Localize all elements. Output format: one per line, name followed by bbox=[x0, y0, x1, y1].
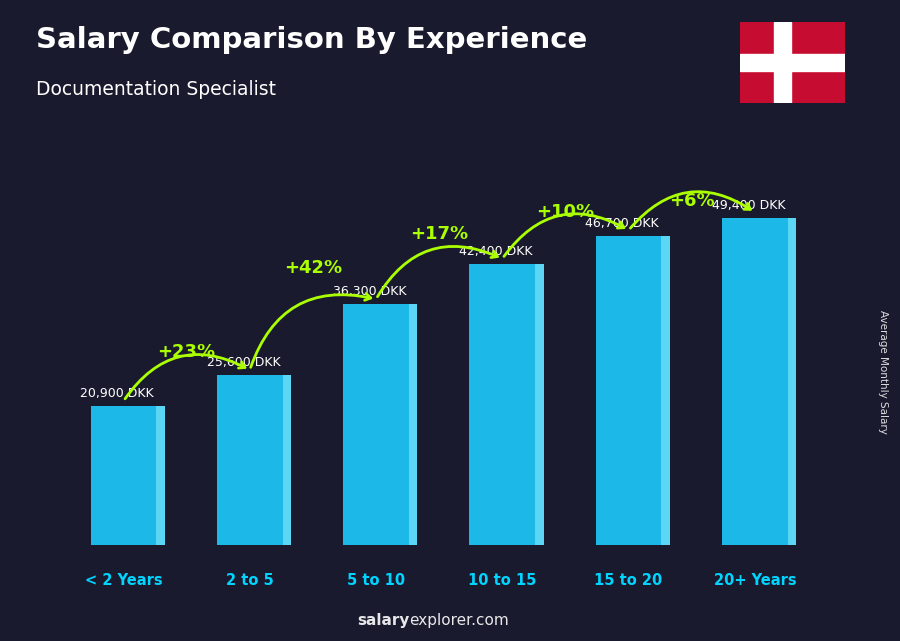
Text: +23%: +23% bbox=[158, 343, 216, 361]
Text: 42,400 DKK: 42,400 DKK bbox=[459, 245, 533, 258]
Text: 5 to 10: 5 to 10 bbox=[347, 572, 405, 588]
Text: +42%: +42% bbox=[284, 259, 342, 277]
Polygon shape bbox=[470, 264, 536, 545]
Text: salary: salary bbox=[357, 613, 410, 628]
Text: 15 to 20: 15 to 20 bbox=[595, 572, 662, 588]
Bar bbox=[774, 22, 791, 103]
Polygon shape bbox=[91, 406, 157, 545]
Text: +17%: +17% bbox=[410, 225, 468, 243]
Text: Salary Comparison By Experience: Salary Comparison By Experience bbox=[36, 26, 587, 54]
Polygon shape bbox=[662, 235, 670, 545]
Text: 10 to 15: 10 to 15 bbox=[468, 572, 536, 588]
Text: 25,600 DKK: 25,600 DKK bbox=[207, 356, 280, 369]
Text: Documentation Specialist: Documentation Specialist bbox=[36, 80, 276, 99]
Text: +10%: +10% bbox=[536, 203, 595, 221]
Polygon shape bbox=[536, 264, 544, 545]
Text: Average Monthly Salary: Average Monthly Salary bbox=[878, 310, 887, 434]
Text: 49,400 DKK: 49,400 DKK bbox=[712, 199, 786, 212]
Bar bbox=[740, 54, 845, 71]
Text: 36,300 DKK: 36,300 DKK bbox=[333, 285, 407, 299]
Text: 20+ Years: 20+ Years bbox=[714, 572, 796, 588]
Text: 20,900 DKK: 20,900 DKK bbox=[80, 387, 154, 401]
Polygon shape bbox=[722, 218, 788, 545]
Text: 2 to 5: 2 to 5 bbox=[226, 572, 274, 588]
Polygon shape bbox=[157, 406, 165, 545]
Polygon shape bbox=[596, 235, 662, 545]
Polygon shape bbox=[217, 375, 283, 545]
Text: explorer.com: explorer.com bbox=[410, 613, 509, 628]
Text: < 2 Years: < 2 Years bbox=[85, 572, 162, 588]
Text: 46,700 DKK: 46,700 DKK bbox=[586, 217, 659, 229]
Polygon shape bbox=[409, 304, 418, 545]
Text: +6%: +6% bbox=[669, 192, 715, 210]
Polygon shape bbox=[788, 218, 796, 545]
Polygon shape bbox=[343, 304, 409, 545]
Polygon shape bbox=[283, 375, 291, 545]
